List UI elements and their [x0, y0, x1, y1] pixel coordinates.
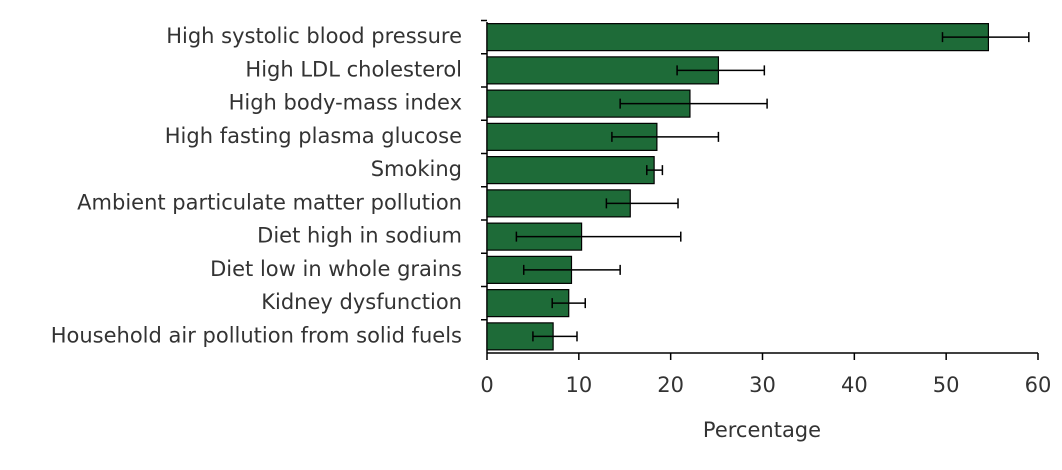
x-axis-title: Percentage: [703, 418, 821, 442]
bar: [486, 23, 990, 52]
y-tick-label: High fasting plasma glucose: [165, 124, 462, 148]
y-tick-label: High body-mass index: [229, 91, 462, 115]
error-bar: [619, 98, 768, 109]
x-tick-label: 20: [657, 373, 684, 397]
error-bar: [605, 198, 679, 209]
x-tick-label: 30: [749, 373, 776, 397]
error-bar: [522, 264, 621, 275]
x-tick-label: 50: [933, 373, 960, 397]
x-tick-label: 60: [1025, 373, 1052, 397]
x-tick-label: 10: [565, 373, 592, 397]
error-bar: [515, 231, 682, 242]
error-bar: [611, 131, 720, 142]
error-bar: [941, 32, 1030, 43]
x-tick-label: 0: [480, 373, 493, 397]
y-tick-label: Kidney dysfunction: [261, 290, 462, 314]
y-tick-label: Household air pollution from solid fuels: [51, 323, 462, 347]
error-bar: [532, 331, 578, 342]
y-tick-label: High LDL cholesterol: [245, 57, 462, 81]
bar: [486, 156, 655, 185]
y-tick-label: Smoking: [371, 157, 462, 181]
error-bar: [551, 298, 587, 309]
y-tick-label: High systolic blood pressure: [166, 24, 462, 48]
bar: [486, 289, 570, 318]
y-tick-label: Ambient particulate matter pollution: [77, 190, 462, 214]
error-bar: [646, 165, 664, 176]
error-bar: [676, 65, 766, 76]
y-tick-label: Diet low in whole grains: [210, 257, 462, 281]
x-tick-label: 40: [841, 373, 868, 397]
y-tick-label: Diet high in sodium: [257, 224, 462, 248]
